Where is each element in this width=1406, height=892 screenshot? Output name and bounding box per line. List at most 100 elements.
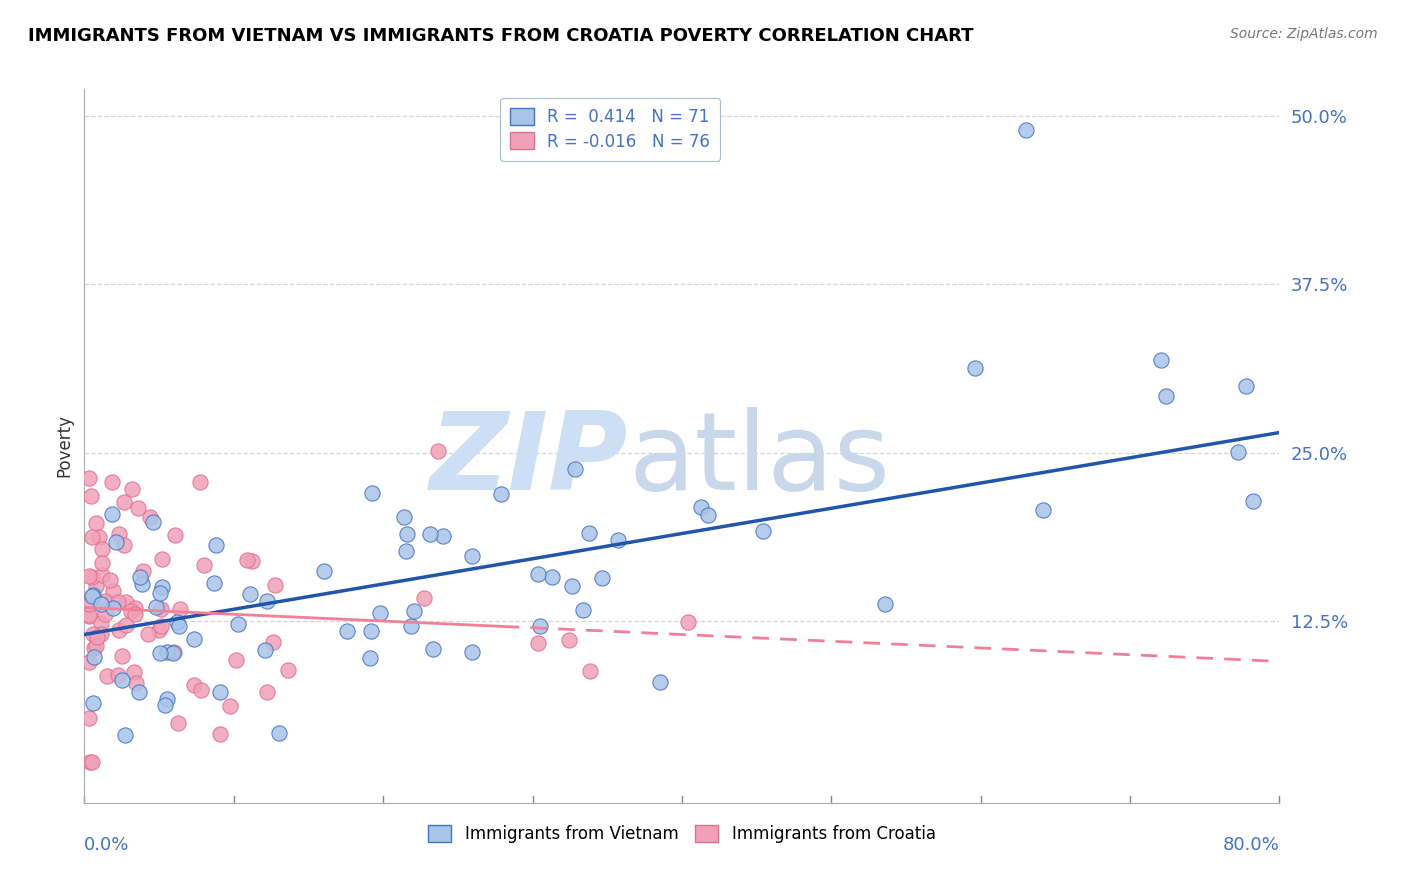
Point xyxy=(256,685,278,699)
Point xyxy=(166,615,188,629)
Point xyxy=(131,564,153,578)
Point xyxy=(94,594,117,608)
Point xyxy=(90,567,112,582)
Point xyxy=(236,553,259,567)
Text: ZIP: ZIP xyxy=(430,408,628,513)
Point xyxy=(256,594,278,608)
Point xyxy=(193,558,215,572)
Point xyxy=(541,569,564,583)
Point xyxy=(83,649,105,664)
Point xyxy=(697,508,720,522)
Point xyxy=(564,462,586,476)
Point xyxy=(163,645,186,659)
Point xyxy=(77,471,100,485)
Point xyxy=(100,507,122,521)
Point xyxy=(145,599,167,614)
Point xyxy=(82,588,104,602)
Point xyxy=(96,669,118,683)
Point xyxy=(413,591,436,605)
Point xyxy=(82,756,104,770)
Point xyxy=(107,668,129,682)
Point xyxy=(101,475,124,490)
Point xyxy=(142,515,165,529)
Point xyxy=(572,602,595,616)
Point xyxy=(122,665,145,679)
Point xyxy=(402,604,425,618)
Point xyxy=(205,538,228,552)
Point xyxy=(489,487,512,501)
Point xyxy=(82,627,104,641)
Point xyxy=(557,633,579,648)
Point xyxy=(83,640,105,655)
Point xyxy=(239,587,262,601)
Point xyxy=(120,604,142,618)
Point xyxy=(150,580,173,594)
Point xyxy=(108,624,131,638)
Point xyxy=(149,585,172,599)
Point xyxy=(1014,122,1036,136)
Point xyxy=(1154,388,1177,402)
Point xyxy=(419,527,441,541)
Point xyxy=(115,618,138,632)
Point xyxy=(156,692,179,706)
Point xyxy=(527,566,550,581)
Point xyxy=(111,649,134,664)
Point xyxy=(1032,502,1054,516)
Point xyxy=(395,544,418,558)
Point xyxy=(86,639,108,653)
Point xyxy=(254,643,277,657)
Point xyxy=(77,710,100,724)
Point xyxy=(77,607,100,622)
Point xyxy=(90,615,112,630)
Point xyxy=(114,729,136,743)
Point xyxy=(579,664,602,678)
Point xyxy=(150,601,173,615)
Point xyxy=(125,675,148,690)
Point xyxy=(153,698,176,712)
Point xyxy=(121,482,143,496)
Point xyxy=(561,579,583,593)
Point xyxy=(648,675,671,690)
Point xyxy=(112,537,135,551)
Point xyxy=(226,617,249,632)
Point xyxy=(676,615,699,629)
Point xyxy=(77,597,100,611)
Point xyxy=(529,619,551,633)
Point xyxy=(124,607,146,622)
Point xyxy=(965,361,987,376)
Point xyxy=(1241,494,1264,508)
Point xyxy=(240,554,263,568)
Point xyxy=(360,486,382,500)
Point xyxy=(148,623,170,637)
Point xyxy=(150,619,173,633)
Point xyxy=(131,577,153,591)
Point xyxy=(90,627,112,641)
Point xyxy=(359,650,381,665)
Point xyxy=(267,726,290,740)
Point xyxy=(208,727,231,741)
Point xyxy=(209,684,232,698)
Point xyxy=(91,556,114,570)
Point xyxy=(111,673,134,688)
Point xyxy=(91,542,114,557)
Point xyxy=(395,527,418,541)
Point xyxy=(225,653,247,667)
Point xyxy=(277,663,299,677)
Point xyxy=(432,529,454,543)
Point xyxy=(219,699,242,714)
Point xyxy=(169,618,191,632)
Point xyxy=(129,570,152,584)
Point xyxy=(401,619,423,633)
Point xyxy=(127,500,149,515)
Point xyxy=(422,642,444,657)
Point xyxy=(107,595,129,609)
Point xyxy=(150,552,173,566)
Point xyxy=(427,443,450,458)
Point xyxy=(578,525,600,540)
Point xyxy=(460,645,482,659)
Point xyxy=(108,527,131,541)
Point xyxy=(1150,352,1173,367)
Point xyxy=(183,632,205,646)
Point xyxy=(1234,378,1257,392)
Point xyxy=(461,549,484,563)
